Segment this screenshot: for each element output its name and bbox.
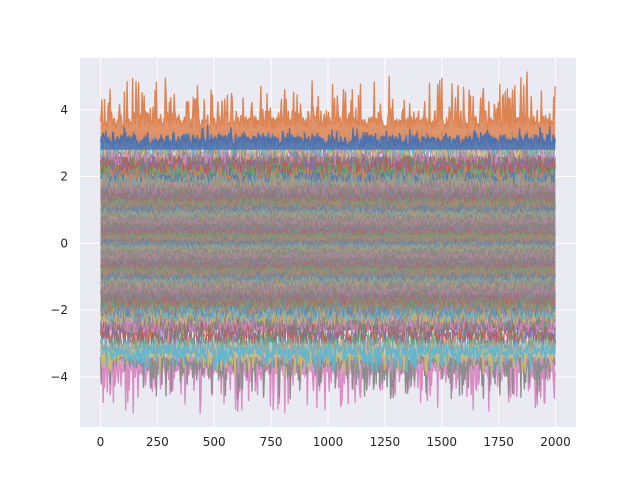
series-line bbox=[100, 272, 556, 286]
x-tick-label: 1750 bbox=[483, 435, 514, 449]
series-line bbox=[100, 252, 556, 265]
series-line bbox=[100, 245, 556, 258]
series-line bbox=[100, 293, 556, 312]
series-line bbox=[100, 281, 556, 297]
series-line bbox=[99, 124, 556, 150]
series-line bbox=[100, 232, 556, 244]
series-line bbox=[100, 187, 556, 202]
dense-series-band bbox=[100, 129, 556, 358]
series-line bbox=[100, 323, 556, 350]
series-line bbox=[100, 200, 556, 215]
series-line bbox=[100, 193, 556, 209]
series-line bbox=[100, 219, 556, 231]
series-line bbox=[100, 175, 556, 193]
series-line bbox=[100, 204, 556, 218]
x-tick-label: 250 bbox=[146, 435, 169, 449]
y-tick-label: 0 bbox=[60, 236, 68, 250]
series-line bbox=[100, 208, 556, 221]
series-line bbox=[100, 222, 556, 234]
series-line bbox=[100, 242, 556, 255]
series-line bbox=[100, 182, 556, 199]
x-tick-label: 750 bbox=[260, 435, 283, 449]
series-line bbox=[99, 342, 556, 373]
series-line bbox=[99, 71, 556, 131]
series-line bbox=[100, 287, 556, 304]
series-line bbox=[100, 197, 556, 212]
series-lines bbox=[99, 71, 556, 414]
x-tick-label: 500 bbox=[203, 435, 226, 449]
x-tick-label: 2000 bbox=[540, 435, 571, 449]
series-line bbox=[100, 291, 556, 308]
y-tick-label: −4 bbox=[50, 370, 68, 384]
y-tick-label: 2 bbox=[60, 170, 68, 184]
series-line bbox=[100, 249, 556, 261]
x-tick-label: 1250 bbox=[370, 435, 401, 449]
series-fill bbox=[100, 124, 556, 150]
series-line bbox=[100, 266, 556, 279]
x-tick-label: 1000 bbox=[313, 435, 344, 449]
series-line bbox=[100, 255, 556, 269]
series-line bbox=[100, 239, 556, 251]
series-line bbox=[100, 269, 556, 283]
series-line bbox=[100, 262, 556, 276]
series-line bbox=[100, 299, 556, 319]
series-line bbox=[100, 259, 556, 272]
y-tick-label: −2 bbox=[50, 303, 68, 317]
series-line bbox=[100, 306, 556, 327]
series-line bbox=[100, 278, 556, 294]
series-line bbox=[100, 236, 556, 248]
series-line bbox=[100, 275, 556, 290]
x-tick-label: 1500 bbox=[426, 435, 457, 449]
x-axis-ticks: 0 250 500 750 1000 1250 1500 1750 2000 bbox=[97, 435, 571, 449]
x-tick-label: 0 bbox=[97, 435, 105, 449]
series-line bbox=[100, 229, 556, 241]
series-line bbox=[100, 190, 556, 206]
dense-band-fill bbox=[100, 156, 556, 331]
y-tick-label: 4 bbox=[60, 103, 68, 117]
series-line bbox=[100, 225, 556, 238]
series-line bbox=[100, 215, 556, 228]
series-line bbox=[100, 284, 556, 301]
series-line bbox=[100, 297, 556, 316]
series-line bbox=[100, 303, 556, 323]
series-line bbox=[100, 178, 556, 196]
series-line bbox=[100, 211, 556, 225]
y-axis-ticks: −4 −2 0 2 4 bbox=[50, 103, 68, 384]
